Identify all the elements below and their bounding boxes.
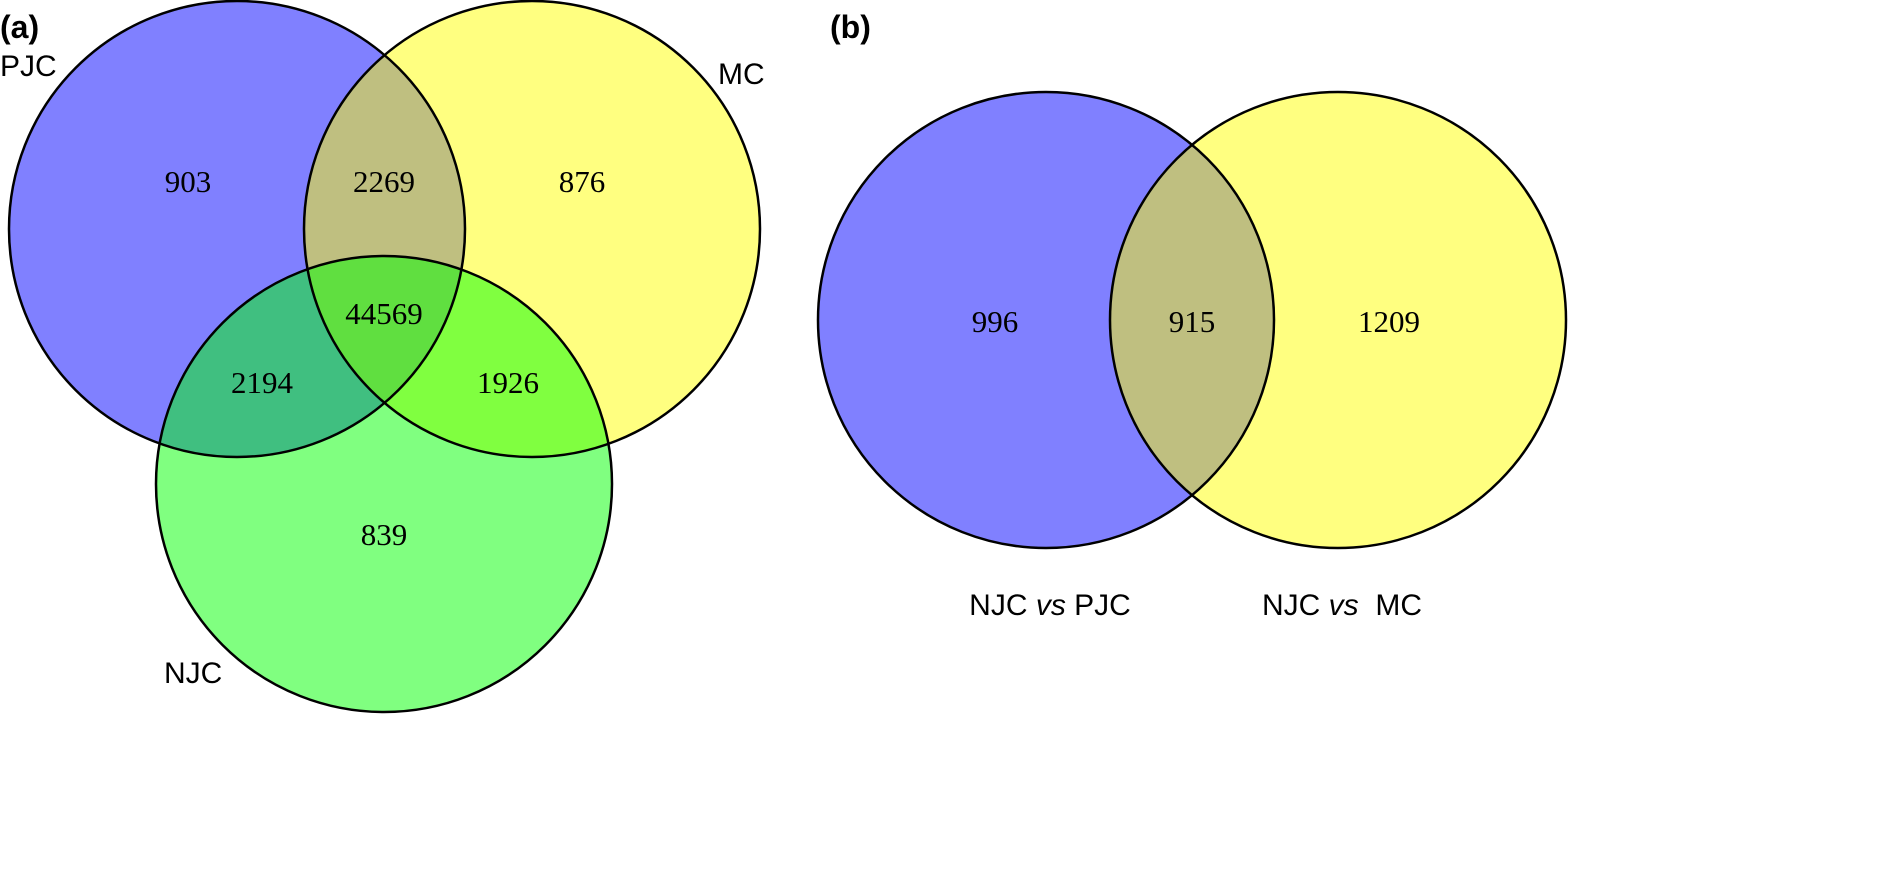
panel-b: (b) 996 915 1209 NJC vs PJC NJC vs MC bbox=[816, 9, 1568, 622]
count-pjc-njc: 2194 bbox=[231, 365, 294, 400]
count-left-only: 996 bbox=[972, 304, 1019, 339]
mc-circle-outline bbox=[302, 0, 762, 459]
mc-set-label: MC bbox=[718, 58, 765, 91]
panel-a-label: (a) bbox=[0, 9, 39, 45]
njc-vs-mc-label: NJC vs MC bbox=[1262, 589, 1422, 622]
pjc-set-label: PJC bbox=[0, 50, 57, 83]
count-njc-only: 839 bbox=[361, 517, 408, 552]
njc-vs-mc-label-suffix: MC bbox=[1359, 589, 1422, 622]
count-pjc-mc: 2269 bbox=[353, 164, 415, 199]
njc-vs-pjc-label-suffix: PJC bbox=[1066, 589, 1131, 622]
njc-vs-mc-label-prefix: NJC bbox=[1262, 589, 1329, 622]
njc-set-label: NJC bbox=[164, 657, 222, 690]
panel-a: (a) PJC MC NJC 903 2269 876 44569 2194 1… bbox=[0, 0, 765, 714]
njc-vs-pjc-circle-outline bbox=[816, 90, 1276, 550]
njc-vs-mc-circle-outline bbox=[1108, 90, 1568, 550]
pjc-circle-outline bbox=[7, 0, 467, 459]
njc-vs-pjc-label-vs: vs bbox=[1036, 589, 1066, 622]
pjc-njc-overlap bbox=[156, 256, 465, 457]
njc-vs-mc-label-vs: vs bbox=[1329, 589, 1359, 622]
count-b-overlap: 915 bbox=[1169, 304, 1216, 339]
count-pjc-only: 903 bbox=[165, 164, 212, 199]
count-mc-only: 876 bbox=[559, 164, 606, 199]
mc-njc-overlap bbox=[304, 256, 612, 457]
b-overlap bbox=[1110, 92, 1274, 548]
njc-vs-pjc-label-prefix: NJC bbox=[969, 589, 1036, 622]
count-right-only: 1209 bbox=[1358, 304, 1420, 339]
count-all-three: 44569 bbox=[345, 296, 423, 331]
panel-b-label: (b) bbox=[830, 9, 871, 45]
count-mc-njc: 1926 bbox=[477, 365, 539, 400]
njc-vs-pjc-label: NJC vs PJC bbox=[969, 589, 1131, 622]
njc-circle-outline bbox=[154, 254, 614, 714]
